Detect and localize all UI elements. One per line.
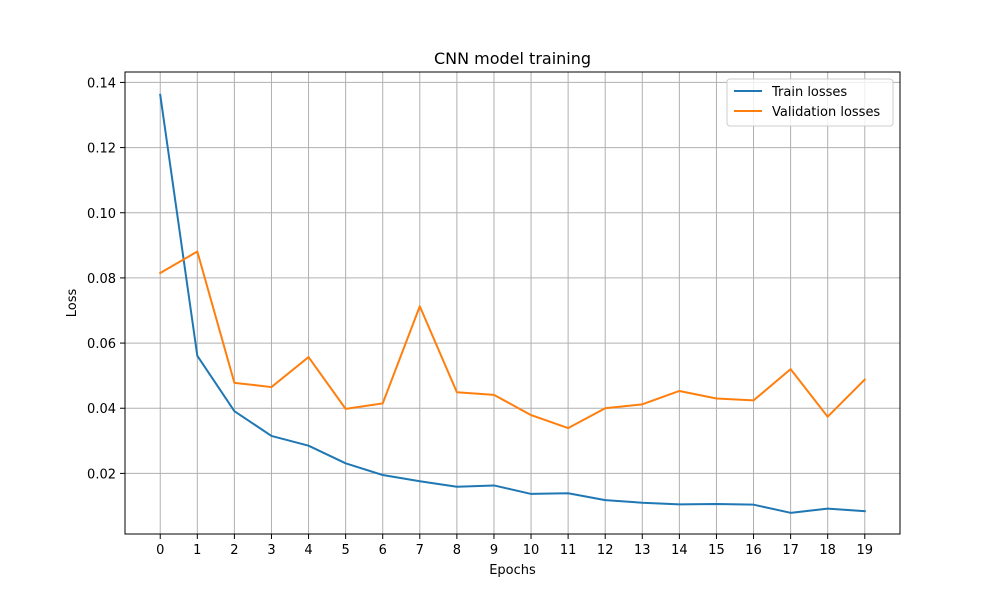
y-tick-label: 0.12	[87, 142, 116, 157]
y-tick-label: 0.06	[87, 337, 116, 352]
series-layer	[158, 93, 867, 514]
x-tick-label: 17	[782, 543, 799, 558]
grid	[125, 72, 900, 534]
x-tick-label: 3	[267, 543, 275, 558]
x-tick-label: 18	[819, 543, 836, 558]
x-tick-label: 10	[523, 543, 540, 558]
axis-ticks: 0 1 2 3 4 5 6 7 8 9 10 11 12 13 14 15 16 17 18 190.020.040.…	[87, 76, 873, 558]
x-tick-label: 13	[634, 543, 651, 558]
x-axis-label: Epochs	[489, 563, 536, 578]
y-tick-label: 0.10	[87, 207, 116, 222]
legend-box	[726, 78, 894, 127]
x-tick-label: 7	[416, 543, 424, 558]
x-tick-label: 9	[490, 543, 498, 558]
y-axis-label: Loss	[65, 289, 80, 318]
x-tick-label: 14	[671, 543, 688, 558]
y-tick-label: 0.02	[87, 467, 116, 482]
plot-frame	[124, 71, 901, 535]
legend-label-train-losses: Train losses	[771, 85, 847, 100]
series-line-validation-losses	[158, 250, 867, 430]
x-tick-label: 0	[156, 543, 164, 558]
chart-title: CNN model training	[434, 49, 591, 68]
x-tick-label: 6	[379, 543, 387, 558]
x-tick-label: 12	[597, 543, 614, 558]
legend-label-validation-losses: Validation losses	[772, 105, 880, 120]
x-tick-label: 8	[453, 543, 461, 558]
series-line-train-losses	[159, 93, 866, 514]
x-tick-label: 2	[230, 543, 238, 558]
y-tick-label: 0.14	[87, 76, 116, 91]
x-tick-label: 11	[560, 543, 577, 558]
x-tick-label: 5	[341, 543, 349, 558]
x-tick-label: 1	[193, 543, 201, 558]
y-tick-label: 0.04	[87, 402, 116, 417]
legend: Train losses Validation losses	[726, 78, 894, 127]
x-tick-label: 19	[856, 543, 873, 558]
x-tick-label: 16	[745, 543, 762, 558]
x-tick-label: 15	[708, 543, 725, 558]
y-tick-label: 0.08	[87, 272, 116, 287]
x-tick-label: 4	[304, 543, 312, 558]
